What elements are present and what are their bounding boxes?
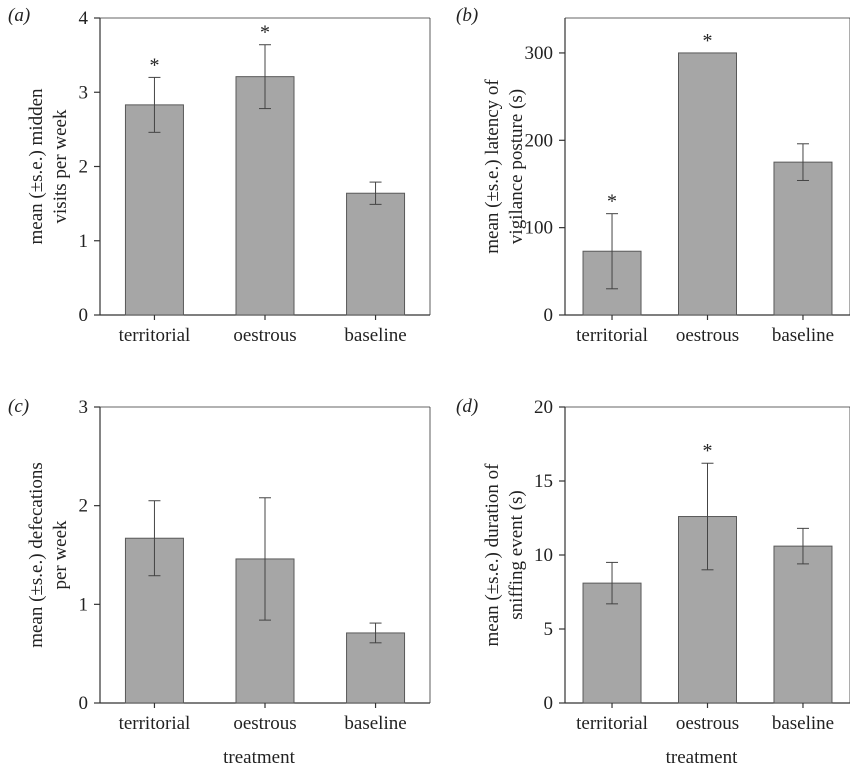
y-tick-label: 2 xyxy=(79,157,89,178)
significance-marker: * xyxy=(260,22,270,44)
y-axis-title-line: sniffing event (s) xyxy=(506,490,527,619)
y-tick-label: 4 xyxy=(79,8,89,29)
bar xyxy=(773,161,833,316)
significance-marker: * xyxy=(607,191,617,213)
panel-0: (a) 0 1 2 3 4 * territorial * oestrous baseline mea… xyxy=(8,5,431,346)
y-tick-label: 3 xyxy=(79,82,89,103)
category-label: territorial xyxy=(576,713,648,734)
y-tick-label: 0 xyxy=(79,305,89,326)
panel-label: (b) xyxy=(456,5,478,26)
y-axis-title: mean (±s.e.) defecations per week xyxy=(26,462,71,648)
y-axis-title-line: vigilance posture (s) xyxy=(506,89,527,244)
y-tick-label: 3 xyxy=(79,397,89,418)
y-axis-title-line: mean (±s.e.) duration of xyxy=(482,463,503,647)
y-tick-label: 300 xyxy=(525,43,554,64)
significance-marker: * xyxy=(149,54,159,76)
category-label: baseline xyxy=(344,325,406,346)
category-label: oestrous xyxy=(233,713,296,734)
y-tick-label: 15 xyxy=(534,471,553,492)
category-label: baseline xyxy=(772,713,834,734)
panel-label: (c) xyxy=(8,396,29,417)
y-tick-label: 2 xyxy=(79,496,89,517)
bar xyxy=(346,192,406,316)
category-label: territorial xyxy=(576,325,648,346)
y-axis-title-line: per week xyxy=(50,520,71,590)
y-axis-title: mean (±s.e.) duration of sniffing event (… xyxy=(482,463,527,647)
bar xyxy=(235,76,295,316)
significance-marker: * xyxy=(703,30,713,52)
y-tick-label: 1 xyxy=(79,231,89,252)
category-label: baseline xyxy=(344,713,406,734)
y-tick-label: 0 xyxy=(544,305,554,326)
y-axis-title-line: mean (±s.e.) defecations xyxy=(26,462,47,648)
category-label: territorial xyxy=(119,713,191,734)
category-label: oestrous xyxy=(233,325,296,346)
bar xyxy=(773,545,833,704)
category-label: baseline xyxy=(772,325,834,346)
y-tick-label: 100 xyxy=(525,218,554,239)
significance-marker: * xyxy=(703,440,713,462)
y-axis-title-line: mean (±s.e.) latency of xyxy=(482,79,503,254)
x-axis-title: treatment xyxy=(223,747,295,768)
panel-1: (b) 0 100 200 300 * territorial * oestrous baseli… xyxy=(456,5,850,346)
bar xyxy=(346,632,406,704)
y-axis-title-line: visits per week xyxy=(50,109,71,223)
y-axis-title: mean (±s.e.) latency of vigilance posture… xyxy=(482,79,527,254)
y-tick-label: 0 xyxy=(79,693,89,714)
y-tick-label: 200 xyxy=(525,130,554,151)
bar xyxy=(678,52,737,316)
panel-2: (c) 0 1 2 3 territorial oestrous baseline mean (… xyxy=(8,396,431,768)
y-tick-label: 20 xyxy=(534,397,553,418)
panel-3: (d) 0 5 10 15 20 territorial * oestrous baseline m… xyxy=(456,396,850,768)
bar xyxy=(124,104,184,316)
y-tick-label: 0 xyxy=(544,693,554,714)
category-label: territorial xyxy=(119,325,191,346)
panel-label: (a) xyxy=(8,5,30,26)
y-tick-label: 10 xyxy=(534,545,553,566)
x-axis-title: treatment xyxy=(666,747,738,768)
y-axis-title-line: mean (±s.e.) midden xyxy=(26,88,47,245)
y-tick-label: 5 xyxy=(544,619,554,640)
y-tick-label: 1 xyxy=(79,594,89,615)
y-axis-title: mean (±s.e.) midden visits per week xyxy=(26,88,71,245)
category-label: oestrous xyxy=(676,713,739,734)
category-label: oestrous xyxy=(676,325,739,346)
panel-label: (d) xyxy=(456,396,478,417)
